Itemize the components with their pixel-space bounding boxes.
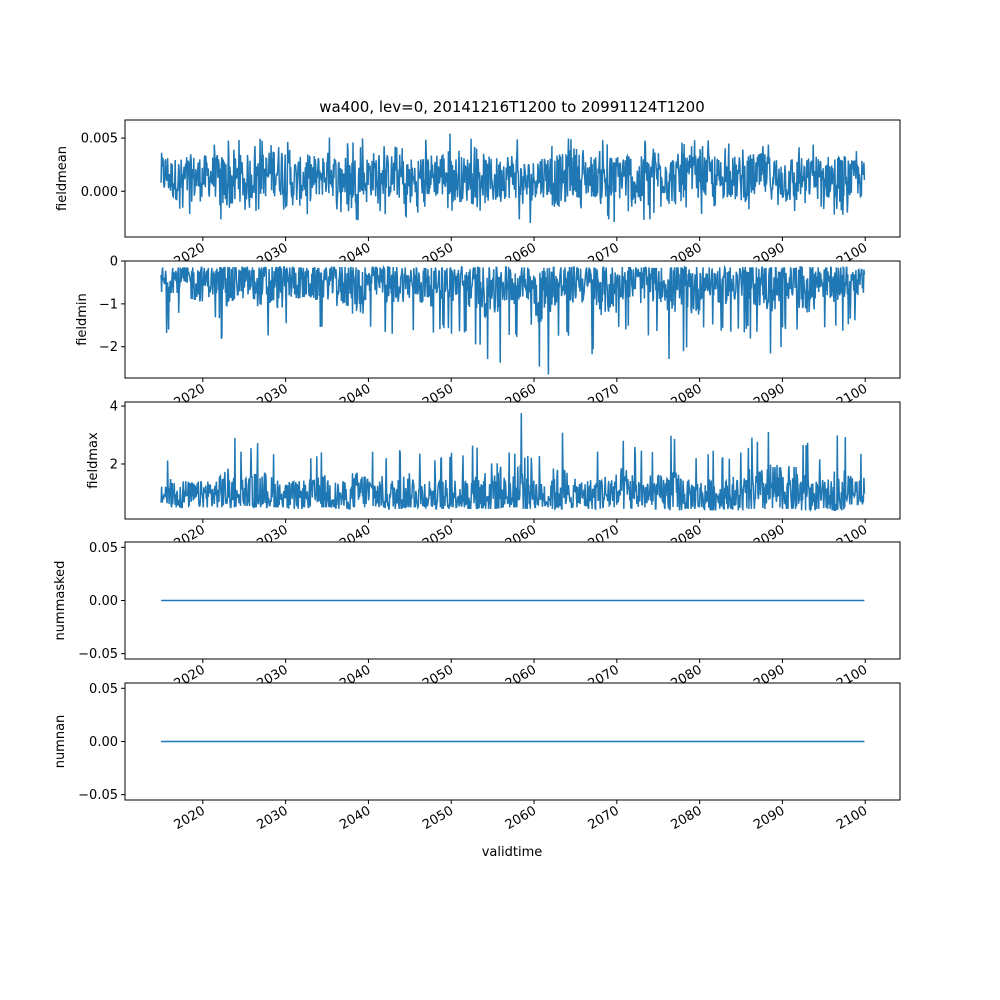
y-axis-label: fieldmean	[55, 146, 70, 211]
x-tick-label: 2080	[668, 803, 704, 833]
y-tick-label: 0.00	[89, 735, 118, 750]
y-tick-label: 2	[110, 457, 118, 472]
y-axis-label: nummasked	[53, 561, 68, 641]
y-axis-label: fieldmax	[86, 432, 101, 489]
series-line-fieldmax	[160, 413, 866, 513]
x-axis-label: validtime	[482, 845, 543, 860]
y-tick-label: 0.00	[89, 594, 118, 609]
axes-frame	[124, 119, 901, 238]
y-tick-label: 0	[110, 255, 118, 270]
x-tick-label: 2050	[420, 803, 456, 833]
y-axis-label: fieldmin	[75, 293, 90, 346]
x-tick-label: 2040	[337, 803, 373, 833]
chart-title: wa400, lev=0, 20141216T1200 to 20991124T…	[319, 98, 705, 116]
x-tick-label: 2060	[503, 803, 539, 833]
x-tick-label: 2070	[586, 803, 622, 833]
y-tick-label: 0.005	[81, 132, 118, 147]
series-line-fieldmin	[160, 264, 866, 375]
y-tick-label: 4	[110, 400, 118, 415]
x-tick-label: 2100	[834, 803, 870, 833]
axes-frame	[124, 401, 901, 520]
y-tick-label: 0.05	[89, 682, 118, 697]
y-axis-label: numnan	[53, 715, 68, 769]
y-tick-label: 0.000	[81, 185, 118, 200]
y-tick-label: −0.05	[78, 788, 118, 803]
y-tick-label: −0.05	[78, 647, 118, 662]
x-tick-label: 2030	[254, 803, 290, 833]
y-tick-label: 0.05	[89, 541, 118, 556]
x-tick-label: 2020	[172, 803, 208, 833]
x-tick-label: 2090	[751, 803, 787, 833]
series-line-fieldmean	[160, 133, 866, 224]
y-tick-label: −2	[99, 340, 118, 355]
axes-frame	[124, 260, 901, 379]
y-tick-label: −1	[99, 297, 118, 312]
